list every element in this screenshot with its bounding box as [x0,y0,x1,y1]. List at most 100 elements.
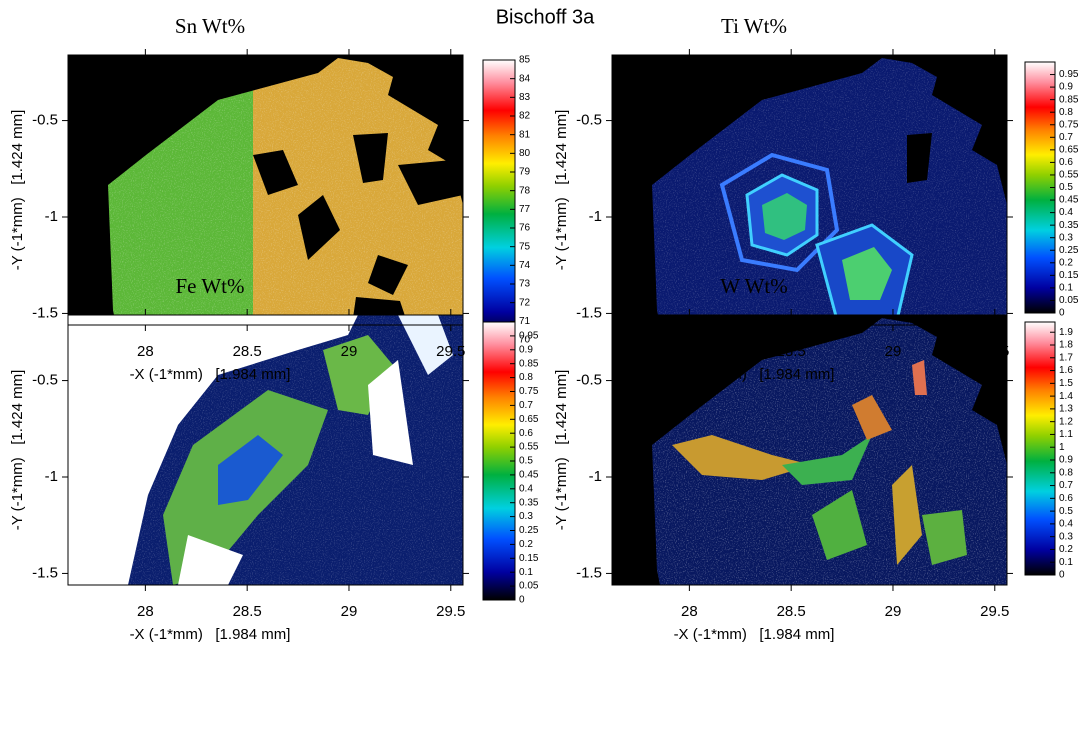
colorbar-tick-label: 0.65 [519,414,539,425]
colorbar [482,59,516,341]
colorbar-tick-label: 0.25 [1059,245,1079,256]
y-tick-label: -1 [589,468,602,485]
colorbar-tick-label: 84 [519,73,531,84]
x-tick-label: 29 [885,343,902,360]
colorbar-tick-label: 85 [519,55,531,66]
y-tick-label: -1.5 [32,304,58,321]
plot-frame [67,314,464,586]
w-map [612,315,1007,585]
colorbar-tick-label: 1.1 [1059,429,1073,440]
x-axis-label: -X (-1*mm) [1.984 mm] [130,366,291,383]
colorbar-tick-label: 1.2 [1059,416,1073,427]
colorbar-tick-label: 73 [519,279,531,290]
colorbar-tick-label: 78 [519,185,531,196]
colorbar-tick-label: 0.1 [519,567,533,578]
y-tick-label: -0.5 [32,372,58,389]
colorbar-tick-label: 1.3 [1059,404,1073,415]
colorbar-tick-label: 0.5 [1059,506,1073,517]
figure-title: Bischoff 3a [496,6,595,28]
colorbar-tick-label: 0.6 [1059,157,1073,168]
colorbar-tick-label: 0.7 [519,400,533,411]
colorbar-tick-label: 0.5 [1059,182,1073,193]
colorbar-tick-label: 0.3 [519,511,533,522]
colorbar-tick-label: 0.2 [1059,257,1073,268]
colorbar-tick-label: 80 [519,148,531,159]
x-tick-label: 28 [681,343,698,360]
colorbar-tick-label: 0.3 [1059,531,1073,542]
colorbar-tick-label: 0.8 [519,372,533,383]
y-tick-label: -1 [45,208,58,225]
colorbar-tick-label: 79 [519,167,531,178]
x-tick-label: 29.5 [980,603,1009,620]
x-tick-label: 28.5 [233,343,262,360]
colorbar-tick-label: 0.05 [1059,295,1079,306]
panel-title: Ti Wt% [721,14,787,38]
y-axis-label: -Y (-1*mm) [1.424 mm] [9,370,26,531]
x-axis-label: -X (-1*mm) [1.984 mm] [674,626,835,643]
colorbar-tick-label: 81 [519,129,531,140]
colorbar-tick-label: 83 [519,92,531,103]
colorbar-tick-label: 0.75 [519,386,539,397]
colorbar-tick-label: 72 [519,297,531,308]
colorbar-tick-label: 0.4 [1059,207,1073,218]
colorbar-tick-label: 0.6 [519,428,533,439]
colorbar-tick-label: 0.65 [1059,144,1079,155]
y-tick-label: -0.5 [576,372,602,389]
colorbar-tick-label: 76 [519,223,531,234]
colorbar-tick-label: 77 [519,204,531,215]
colorbar-tick-label: 0.8 [1059,467,1073,478]
colorbar-tick-label: 1.8 [1059,340,1073,351]
colorbar-tick-label: 0.1 [1059,557,1073,568]
colorbar-tick-label: 71 [519,316,531,327]
colorbar-tick-label: 1.5 [1059,378,1073,389]
x-tick-label: 28.5 [777,603,806,620]
x-tick-label: 29.5 [980,343,1009,360]
x-axis-label: -X (-1*mm) [1.984 mm] [130,626,291,643]
plot-frame [611,314,1008,586]
y-tick-label: -1.5 [32,564,58,581]
colorbar-tick-label: 0.25 [519,525,539,536]
colorbar-tick-label: 0 [519,595,525,606]
colorbar-tick-label: 0.35 [1059,220,1079,231]
x-tick-label: 28.5 [233,603,262,620]
colorbar-tick-label: 70 [519,335,531,346]
y-axis-label: -Y (-1*mm) [1.424 mm] [553,370,570,531]
y-axis-label: -Y (-1*mm) [1.424 mm] [9,110,26,271]
colorbar-tick-label: 0.55 [1059,170,1079,181]
colorbar-tick-label: 0.85 [1059,94,1079,105]
x-tick-label: 28 [137,603,154,620]
colorbar-tick-label: 0 [1059,570,1065,581]
colorbar-tick-label: 74 [519,260,531,271]
y-tick-label: -1 [589,208,602,225]
colorbar-tick-label: 0.15 [519,553,539,564]
colorbar-tick-label: 0.6 [1059,493,1073,504]
y-tick-label: -1.5 [576,564,602,581]
y-tick-label: -1.5 [576,304,602,321]
colorbar-tick-label: 0.3 [1059,232,1073,243]
y-axis-label: -Y (-1*mm) [1.424 mm] [553,110,570,271]
colorbar-tick-label: 1.6 [1059,365,1073,376]
colorbar-tick-label: 0.85 [519,358,539,369]
colorbar-tick-label: 0.2 [1059,544,1073,555]
plot-frame [611,54,1008,326]
colorbar-tick-label: 0.9 [519,344,533,355]
colorbar-tick-label: 0.4 [1059,519,1073,530]
colorbar-tick-label: 0.9 [1059,455,1073,466]
colorbar-tick-label: 0.05 [519,581,539,592]
colorbar-tick-label: 0.15 [1059,270,1079,281]
colorbar-tick-label: 0 [1059,308,1065,319]
y-tick-label: -0.5 [576,112,602,129]
colorbar-tick-label: 0.45 [519,470,539,481]
colorbar-tick-label: 0.7 [1059,132,1073,143]
ti-map [612,55,1007,325]
colorbar-tick-label: 0.45 [1059,195,1079,206]
y-tick-label: -1 [45,468,58,485]
colorbar-tick-label: 75 [519,241,531,252]
panel-title: Sn Wt% [175,14,245,38]
colorbar [482,321,516,601]
colorbar-tick-label: 0.75 [1059,119,1079,130]
y-tick-label: -0.5 [32,112,58,129]
colorbar-tick-label: 1.7 [1059,352,1073,363]
plot-frame [67,54,464,326]
colorbar-tick-label: 0.2 [519,539,533,550]
